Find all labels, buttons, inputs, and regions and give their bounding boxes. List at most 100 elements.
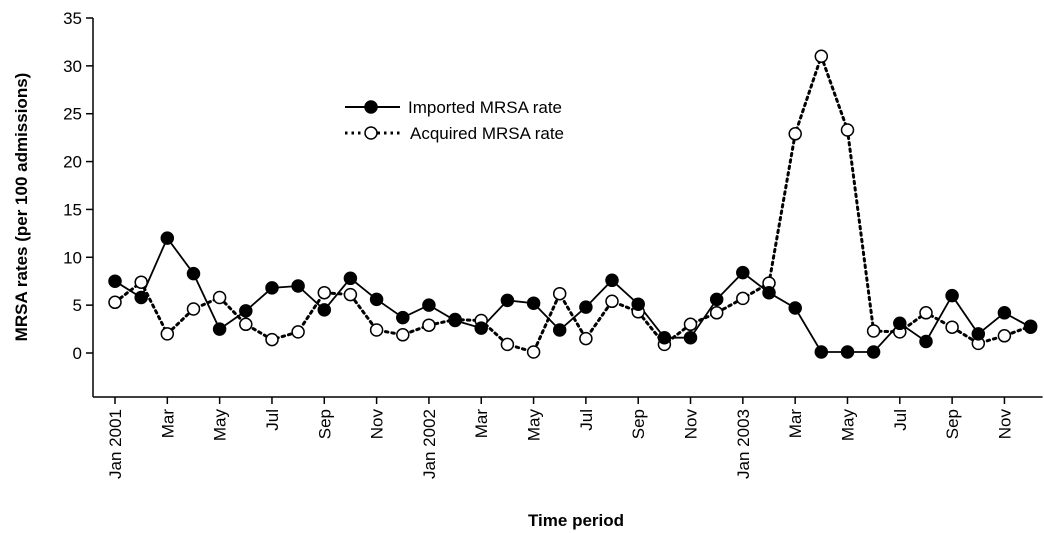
y-tick-label: 25 [63,105,82,124]
imported-point [657,330,672,345]
legend: Imported MRSA rate Acquired MRSA rate [345,98,564,143]
acquired-point [945,320,959,334]
imported-point [448,313,462,328]
imported-point [291,279,305,293]
imported-point [212,322,227,336]
acquired-point [919,306,933,320]
imported-point [343,271,358,286]
imported-point [239,304,253,318]
acquired-point [186,302,201,316]
x-tick-label: Sep [943,409,962,439]
acquired-point [369,323,384,337]
y-tick-label: 15 [63,200,82,219]
imported-point [526,296,541,310]
x-tick-label: Mar [786,409,805,439]
acquired-point [605,294,619,309]
acquired-point [709,306,724,320]
imported-point [814,345,829,359]
x-tick-label: Sep [315,409,334,439]
acquired-point [840,123,855,137]
x-tick-label: Sep [629,409,648,439]
imported-point [709,292,724,307]
acquired-point [396,328,410,342]
acquired-point [160,327,175,341]
acquired-point [108,295,122,310]
imported-point [422,298,436,312]
acquired-point [683,317,698,332]
acquired-point [552,286,567,301]
imported-point [108,274,122,288]
acquired-point [814,49,829,64]
y-tick-label: 5 [73,296,82,315]
y-tick-label: 0 [73,344,82,363]
imported-point [631,297,645,311]
x-tick-label: May [525,409,544,442]
series-lines [113,51,1033,354]
acquired-point [291,325,305,339]
imported-point [186,266,201,281]
imported-point [971,327,986,341]
legend-imported-marker [364,100,378,114]
x-tick-label: Jan 2001 [106,409,125,479]
imported-point [317,303,332,317]
imported-point [396,310,410,325]
acquired-point [788,127,802,141]
x-tick-label: Mar [472,409,491,439]
imported-point [1023,320,1038,334]
imported-point [997,306,1012,320]
acquired-point [343,287,358,302]
x-tick-label: Jul [891,409,910,431]
imported-point [500,293,515,308]
imported-point [866,345,881,359]
acquired-point [500,337,515,352]
y-tick-label: 10 [63,248,82,267]
legend-imported-label: Imported MRSA rate [408,98,562,117]
y-axis-title: MRSA rates (per 100 admissions) [12,73,31,342]
imported-point [919,334,933,349]
x-tick-label: Jan 2002 [420,409,439,479]
legend-acquired-marker [364,126,378,140]
acquired-point [212,290,227,305]
imported-point [579,300,593,314]
x-tick-label: Nov [995,409,1014,440]
acquired-point [736,291,750,306]
x-tick-label: May [838,409,857,442]
y-axis: 0 5 10 15 20 25 30 35 [63,9,94,397]
imported-point [265,281,279,295]
acquired-point [866,324,881,338]
imported-point [474,321,488,335]
acquired-point [997,329,1012,343]
acquired-point [239,317,253,332]
y-tick-label: 20 [63,153,82,172]
imported-point [369,292,384,307]
x-tick-label: Jul [577,409,596,431]
acquired-point [134,275,148,289]
imported-series-line [114,236,1032,353]
imported-point [160,231,175,245]
x-tick-label: Nov [682,409,701,440]
x-tick-label: Jul [263,409,282,431]
x-tick-label: May [211,409,230,442]
imported-point [134,290,148,305]
x-tick-label: Mar [158,409,177,439]
acquired-point [317,285,332,300]
x-axis-title: Time period [528,511,624,530]
x-tick-label: Jan 2003 [734,409,753,479]
acquired-point [422,318,436,332]
imported-point [945,288,959,303]
acquired-point [526,345,541,359]
legend-acquired-label: Acquired MRSA rate [410,124,564,143]
imported-point [840,345,855,359]
y-tick-label: 35 [63,9,82,28]
imported-point [683,330,698,345]
imported-point [762,285,776,300]
y-tick-label: 30 [63,57,82,76]
acquired-point [265,332,279,347]
imported-point [736,265,750,280]
x-axis: Jan 2001 Mar May Jul Sep Nov Jan 2002 Mar May Jul… [93,396,1043,479]
acquired-series-line [113,51,1033,354]
imported-point [552,323,567,337]
imported-point [788,301,802,315]
series-markers [108,49,1038,359]
